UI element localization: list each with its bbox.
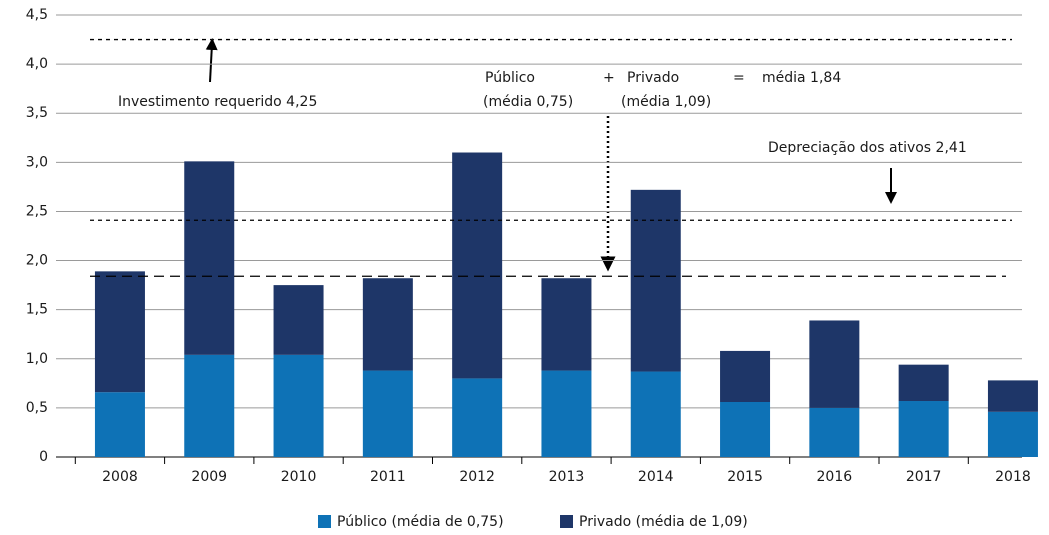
x-tick-label: 2011	[370, 469, 406, 485]
x-tick-label: 2015	[727, 469, 763, 485]
bar-segment	[809, 320, 860, 408]
bar-segment	[987, 411, 1038, 457]
bar-segment	[630, 371, 681, 457]
annotation: (média 0,75)	[483, 94, 573, 110]
bar-segment	[898, 401, 949, 457]
annotation: =	[733, 70, 745, 86]
legend-label: Privado (média de 1,09)	[579, 514, 748, 530]
x-tick-label: 2014	[638, 469, 674, 485]
bar-segment	[541, 370, 592, 457]
reference-label: Investimento requerido 4,25	[118, 94, 317, 110]
x-tick-label: 2010	[281, 469, 317, 485]
bar-segment	[184, 161, 235, 355]
y-tick-label: 3,0	[26, 154, 48, 170]
bar-segment	[184, 354, 235, 457]
x-tick-label: 2013	[549, 469, 585, 485]
legend-swatch	[560, 515, 573, 528]
bar-segment	[273, 354, 324, 457]
bar-segment	[452, 378, 503, 457]
y-tick-label: 3,5	[26, 105, 48, 121]
annotation: +	[603, 70, 615, 86]
y-tick-label: 1,0	[26, 351, 48, 367]
x-tick-label: 2018	[995, 469, 1031, 485]
x-tick-label: 2016	[817, 469, 853, 485]
bar-segment	[809, 407, 860, 457]
x-tick-label: 2017	[906, 469, 942, 485]
y-tick-label: 2,5	[26, 203, 48, 219]
bar-segment	[541, 278, 592, 371]
y-tick-label: 0,5	[26, 400, 48, 416]
y-tick-label: 2,0	[26, 253, 48, 269]
reference-label: Depreciação dos ativos 2,41	[768, 140, 967, 156]
bar-segment	[720, 401, 771, 457]
y-tick-label: 1,5	[26, 302, 48, 318]
bar-segment	[720, 350, 771, 402]
y-tick-label: 4,5	[26, 7, 48, 23]
x-tick-label: 2008	[102, 469, 138, 485]
annotation: Público	[485, 70, 535, 86]
bar-segment	[362, 370, 413, 457]
bar-segment	[94, 392, 145, 457]
bar-segment	[987, 380, 1038, 412]
annotation: Privado	[627, 70, 679, 86]
x-tick-label: 2009	[191, 469, 227, 485]
bar-segment	[452, 152, 503, 379]
legend-swatch	[318, 515, 331, 528]
reference-label: média 1,84	[762, 70, 841, 86]
arrow	[205, 38, 218, 83]
bar-segment	[630, 189, 681, 372]
bar-segment	[362, 278, 413, 371]
bar-segment	[898, 364, 949, 402]
y-tick-label: 0	[39, 449, 48, 465]
x-tick-label: 2012	[459, 469, 495, 485]
y-tick-label: 4,0	[26, 56, 48, 72]
legend-label: Público (média de 0,75)	[337, 514, 504, 530]
annotation: (média 1,09)	[621, 94, 711, 110]
bar-segment	[273, 285, 324, 355]
bar-segment	[94, 271, 145, 393]
